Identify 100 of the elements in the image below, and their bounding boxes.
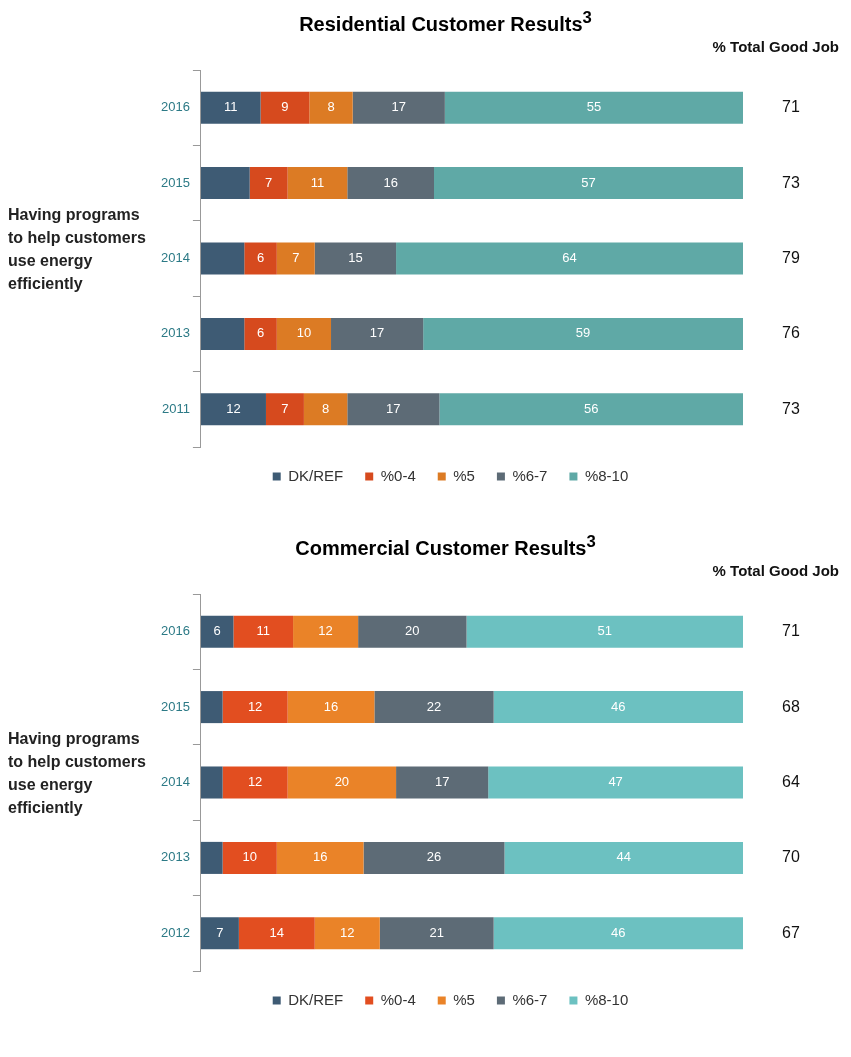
legend-label: %0-4 (380, 466, 416, 484)
data-label: 10 (296, 325, 312, 341)
bar (287, 167, 348, 200)
bar (200, 317, 245, 350)
data-label: 7 (265, 174, 273, 190)
data-label: 11 (310, 174, 325, 190)
data-label: 57 (581, 174, 596, 190)
data-label: 7 (281, 400, 289, 416)
legend-label: DK/REF (288, 990, 344, 1008)
chart-title: Residential Customer Results$^{3}$ (298, 8, 593, 35)
data-label: 11 (256, 623, 271, 639)
bar (347, 393, 440, 426)
bar (493, 691, 743, 724)
bar (249, 167, 288, 200)
text: 71 (782, 622, 800, 640)
legend-label: DK/REF (288, 466, 344, 484)
bar (200, 766, 223, 799)
data-label: 51 (597, 623, 612, 639)
data-label: 9 (281, 99, 289, 115)
legend-label: %5 (453, 990, 475, 1008)
bar (314, 917, 380, 950)
text: 64 (782, 772, 800, 790)
text: 71 (782, 98, 800, 116)
data-label: 55 (586, 99, 602, 115)
text: 67 (782, 923, 800, 941)
data-label: 12 (247, 698, 263, 714)
y-tick-label: 2013 (161, 325, 190, 341)
legend-label: %5 (453, 466, 475, 484)
data-label: 12 (318, 623, 333, 639)
bar (200, 167, 250, 200)
bar (347, 167, 435, 200)
bar (238, 917, 315, 950)
bar (439, 393, 743, 426)
bar (276, 317, 332, 350)
legend-label: %6-7 (512, 990, 548, 1008)
data-label: 59 (575, 325, 591, 341)
bar (287, 691, 375, 724)
y-axis-title: Having programs to help customers use energy efficiently (8, 205, 147, 294)
bar (309, 91, 353, 124)
data-label: 7 (292, 250, 300, 266)
data-label: 17 (369, 325, 385, 341)
bar (396, 766, 489, 799)
y-tick-label: 2016 (161, 99, 190, 115)
bar (200, 615, 234, 648)
data-label: 12 (247, 774, 263, 790)
bar (200, 393, 266, 426)
bar (374, 691, 494, 724)
bar (200, 91, 261, 124)
text: 68 (782, 697, 800, 715)
data-label: 16 (312, 849, 328, 865)
data-label: 26 (426, 849, 442, 865)
y-tick-label: 2013 (161, 849, 190, 865)
data-label: 6 (256, 250, 265, 266)
data-label: 6 (213, 623, 221, 639)
bar (303, 393, 348, 426)
data-label: 8 (327, 99, 335, 115)
bar (222, 766, 288, 799)
data-label: 56 (583, 400, 599, 416)
bar (358, 615, 467, 648)
bar (396, 242, 743, 275)
y-tick-label: 2014 (161, 774, 190, 790)
data-label: 17 (434, 774, 450, 790)
bar (493, 917, 743, 950)
bar (287, 766, 397, 799)
bar (200, 242, 245, 275)
bar (200, 917, 239, 950)
bar (260, 91, 310, 124)
bar (379, 917, 494, 950)
text: 73 (782, 399, 800, 417)
data-label: 21 (429, 924, 444, 940)
y-tick-label: 2016 (161, 623, 190, 639)
bar (276, 841, 364, 874)
data-label: 16 (383, 174, 398, 190)
legend-label: %8-10 (584, 990, 629, 1008)
bar (222, 691, 288, 724)
bar (314, 242, 397, 275)
data-label: 16 (323, 698, 339, 714)
y-tick-label: 2015 (161, 174, 190, 190)
bar (363, 841, 505, 874)
y-tick-label: 2011 (161, 400, 190, 416)
bar (444, 91, 743, 124)
bar (233, 615, 294, 648)
text: 79 (782, 248, 800, 266)
bar (488, 766, 743, 799)
text: % Total Good Job (712, 38, 839, 56)
text: % Total Good Job (712, 562, 839, 580)
bar (200, 841, 223, 874)
data-label: 12 (340, 924, 355, 940)
bar (434, 167, 743, 200)
data-label: 10 (242, 849, 257, 865)
legend-label: %8-10 (584, 466, 629, 484)
legend-label: %6-7 (512, 466, 548, 484)
y-tick-label: 2014 (161, 250, 190, 266)
bar (276, 242, 315, 275)
data-label: 47 (608, 774, 623, 790)
data-label: 22 (426, 698, 442, 714)
data-label: 20 (334, 774, 350, 790)
y-tick-label: 2015 (161, 698, 190, 714)
data-label: 12 (226, 400, 241, 416)
data-label: 14 (269, 924, 285, 940)
